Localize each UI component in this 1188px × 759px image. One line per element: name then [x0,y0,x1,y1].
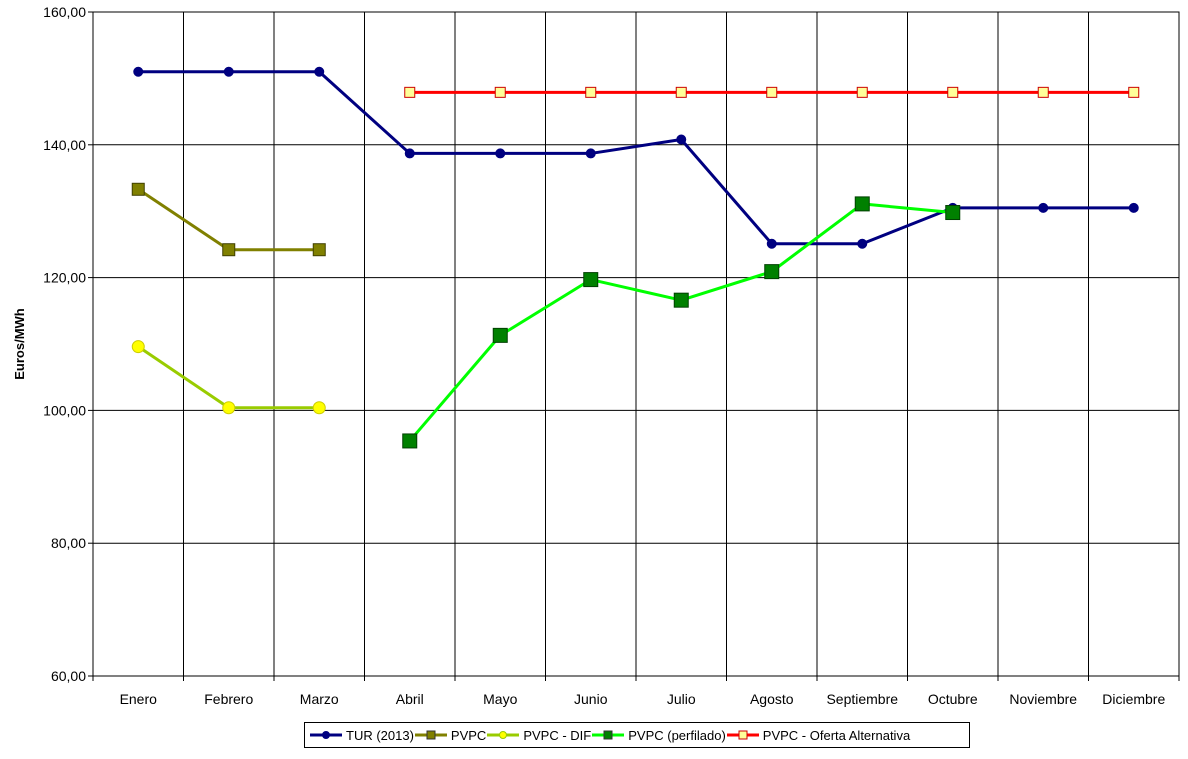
y-tick-label: 140,00 [43,137,86,153]
chart-legend: TUR (2013) PVPC PVPC - DIF PVPC (perfilado)… [304,722,970,748]
legend-swatch [592,730,625,740]
legend-label: TUR (2013) [346,727,414,743]
legend-entry: PVPC - DIF [486,728,591,743]
y-tick-label: 100,00 [43,402,86,418]
y-tick-label: 120,00 [43,270,86,286]
data-point [494,86,506,98]
legend-label: PVPC [450,727,487,743]
x-gridlines [92,12,1180,681]
data-point [585,148,596,159]
data-point [764,264,780,280]
data-point [131,340,145,354]
legend-label: PVPC - DIF [523,727,592,743]
data-point [495,148,506,159]
x-tick-label: Julio [667,691,696,707]
data-point [1128,202,1139,213]
legend-swatch [726,730,759,740]
data-point [945,205,961,221]
legend-entry: TUR (2013) [309,728,414,743]
data-point [585,86,597,98]
data-point [404,148,415,159]
data-point [404,86,416,98]
data-point [1128,86,1140,98]
legend-entry: PVPC [414,728,486,743]
legend-swatch [310,731,342,739]
data-point [133,66,144,77]
x-tick-label: Noviembre [1009,691,1077,707]
data-point [131,182,145,196]
x-tick-label: Junio [574,691,608,707]
y-tick-label: 60,00 [51,668,86,684]
data-point [314,66,325,77]
data-point [1037,86,1049,98]
data-point [675,86,687,98]
data-point [402,433,418,449]
data-point [312,243,326,257]
legend-entry: PVPC (perfilado) [591,728,726,743]
x-tick-label: Abril [396,691,424,707]
y-tick-label: 160,00 [43,4,86,20]
data-point [854,196,870,212]
y-tick-label: 80,00 [51,535,86,551]
data-point [766,238,777,249]
data-point [857,238,868,249]
data-point [223,66,234,77]
data-point [492,327,508,343]
series-line [138,70,1134,246]
legend-swatch [414,730,447,740]
x-tick-label: Diciembre [1102,691,1165,707]
data-point [222,401,236,415]
legend-label: PVPC (perfilado) [628,727,726,743]
x-tick-label: Mayo [483,691,517,707]
data-point [312,401,326,415]
data-point [856,86,868,98]
data-point [766,86,778,98]
data-point [1038,202,1049,213]
data-point [583,272,599,288]
series-markers [131,66,1140,449]
legend-entry: PVPC - Oferta Alternativa [726,728,910,743]
x-tick-label: Febrero [204,691,253,707]
x-tick-label: Agosto [750,691,794,707]
legend-label: PVPC - Oferta Alternativa [762,727,911,743]
x-tick-label: Enero [120,691,158,707]
y-axis-label: Euros/MWh [12,308,27,380]
x-tick-label: Marzo [300,691,339,707]
x-tick-labels: Enero Febrero Marzo Abril Mayo Junio Julio Agos… [120,691,1166,707]
data-point [222,243,236,257]
y-tick-labels: 60,00 80,00 100,00 120,00 140,00 160,00 [43,4,86,684]
data-point [673,292,689,308]
x-tick-label: Septiembre [826,691,898,707]
data-point [947,86,959,98]
x-tick-label: Octubre [928,691,978,707]
legend-swatch [487,731,520,739]
data-point [676,134,687,145]
